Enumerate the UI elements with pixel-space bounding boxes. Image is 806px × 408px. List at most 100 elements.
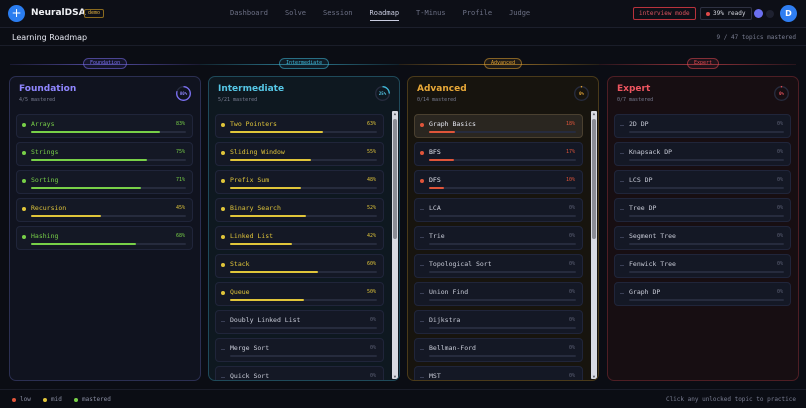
- legend-dot-icon: [12, 397, 16, 402]
- topic-percent: 0%: [776, 289, 783, 295]
- status-dot-icon: [420, 151, 424, 155]
- progress-track: [31, 159, 186, 161]
- topic-percent: 48%: [366, 177, 376, 183]
- progress-ring-label: 80%: [179, 91, 188, 96]
- scroll-up-icon[interactable]: ▲: [393, 111, 397, 116]
- tier-badge-advanced: Advanced: [484, 58, 523, 69]
- progress-track: [429, 271, 576, 273]
- topic-card[interactable]: Arrays 83%: [16, 114, 193, 138]
- topic-name: Prefix Sum: [230, 176, 270, 184]
- theme-toggle-off[interactable]: [766, 10, 774, 18]
- topic-card: LCA 0%: [414, 198, 583, 222]
- progress-track: [230, 159, 377, 161]
- topic-name: Graph DP: [629, 288, 661, 296]
- scrollbar[interactable]: ▲ ▼: [591, 111, 597, 379]
- column-mastered-count: 5/21 mastered: [218, 97, 258, 103]
- scroll-up-icon[interactable]: ▲: [592, 111, 596, 116]
- status-dot-icon: [420, 123, 424, 127]
- topic-percent: 75%: [175, 149, 185, 155]
- topic-card: Fenwick Tree 0%: [614, 254, 791, 278]
- progress-track: [629, 243, 784, 245]
- topic-card[interactable]: Binary Search 52%: [215, 198, 384, 222]
- topic-percent: 52%: [366, 205, 376, 211]
- status-dot-icon: [221, 151, 225, 155]
- column-advanced: Advanced 0/14 mastered 0% Graph Basics 18% BF…: [407, 76, 599, 381]
- progress-track: [629, 159, 784, 161]
- demo-badge: demo: [84, 9, 105, 18]
- lock-dash-icon: [420, 293, 424, 294]
- topic-name: Queue: [230, 288, 250, 296]
- progress-track: [429, 159, 576, 161]
- progress-track: [629, 271, 784, 273]
- brand-name[interactable]: NeuralDSA: [31, 8, 86, 18]
- lock-dash-icon: [620, 125, 624, 126]
- lock-dash-icon: [420, 377, 424, 378]
- topic-card: Bellman-Ford 0%: [414, 338, 583, 362]
- legend-item-low: low: [12, 396, 31, 403]
- topic-percent: 17%: [565, 149, 575, 155]
- progress-fill: [429, 187, 444, 189]
- avatar[interactable]: D: [780, 5, 797, 22]
- nav-item-solve[interactable]: Solve: [284, 9, 307, 17]
- topic-card: Dijkstra 0%: [414, 310, 583, 334]
- plus-icon[interactable]: +: [8, 5, 25, 22]
- topic-name: Recursion: [31, 204, 67, 212]
- topic-card[interactable]: Recursion 45%: [16, 198, 193, 222]
- topic-name: 2D DP: [629, 120, 649, 128]
- nav-item-dashboard[interactable]: Dashboard: [230, 9, 268, 17]
- topic-name: Dijkstra: [429, 316, 461, 324]
- topic-percent: 0%: [369, 317, 376, 323]
- scroll-thumb[interactable]: [393, 119, 397, 239]
- topic-name: Stack: [230, 260, 250, 268]
- scroll-down-icon[interactable]: ▼: [592, 374, 596, 379]
- nav-item-profile[interactable]: Profile: [462, 9, 493, 17]
- progress-track: [429, 131, 576, 133]
- status-dot-icon: [22, 207, 26, 211]
- topic-name: LCS DP: [629, 176, 653, 184]
- nav-item-t-minus[interactable]: T-Minus: [416, 9, 446, 17]
- topic-card[interactable]: Sliding Window 55%: [215, 142, 384, 166]
- nav-item-judge[interactable]: Judge: [509, 9, 531, 17]
- topic-name: Graph Basics: [429, 120, 476, 128]
- interview-mode-button[interactable]: interview mode: [633, 7, 696, 20]
- legend-label: mid: [51, 396, 62, 403]
- topic-card[interactable]: Sorting 71%: [16, 170, 193, 194]
- topic-card[interactable]: Stack 60%: [215, 254, 384, 278]
- progress-track: [230, 327, 377, 329]
- topic-card: Doubly Linked List 0%: [215, 310, 384, 334]
- topic-card[interactable]: Queue 50%: [215, 282, 384, 306]
- topic-card: MST 0%: [414, 366, 583, 380]
- progress-fill: [230, 187, 301, 189]
- scroll-thumb[interactable]: [592, 119, 596, 239]
- topic-name: Merge Sort: [230, 344, 270, 352]
- topic-percent: 18%: [565, 121, 575, 127]
- topic-card: Quick Sort 0%: [215, 366, 384, 380]
- topic-card[interactable]: Strings 75%: [16, 142, 193, 166]
- scroll-down-icon[interactable]: ▼: [393, 374, 397, 379]
- topic-card[interactable]: DFS 10%: [414, 170, 583, 194]
- tier-line-intermediate: [200, 64, 399, 65]
- status-dot-icon: [420, 179, 424, 183]
- nav-item-session[interactable]: Session: [323, 9, 353, 17]
- scrollbar[interactable]: ▲ ▼: [392, 111, 398, 379]
- topic-card[interactable]: Prefix Sum 48%: [215, 170, 384, 194]
- topic-card: LCS DP 0%: [614, 170, 791, 194]
- legend-label: low: [20, 396, 31, 403]
- topic-card[interactable]: Two Pointers 63%: [215, 114, 384, 138]
- topic-card[interactable]: Linked List 42%: [215, 226, 384, 250]
- lock-dash-icon: [420, 349, 424, 350]
- topic-card[interactable]: BFS 17%: [414, 142, 583, 166]
- progress-ring-label: 25%: [378, 91, 387, 96]
- topic-card: 2D DP 0%: [614, 114, 791, 138]
- topic-percent: 0%: [776, 261, 783, 267]
- topic-card[interactable]: Hashing 68%: [16, 226, 193, 250]
- progress-track: [629, 299, 784, 301]
- topic-name: Binary Search: [230, 204, 281, 212]
- topic-percent: 0%: [568, 261, 575, 267]
- theme-toggle[interactable]: [754, 9, 763, 18]
- status-dot-icon: [221, 291, 225, 295]
- nav-item-roadmap[interactable]: Roadmap: [369, 9, 400, 21]
- topic-card[interactable]: Graph Basics 18%: [414, 114, 583, 138]
- topic-card: Tree DP 0%: [614, 198, 791, 222]
- header-divider: [0, 45, 806, 46]
